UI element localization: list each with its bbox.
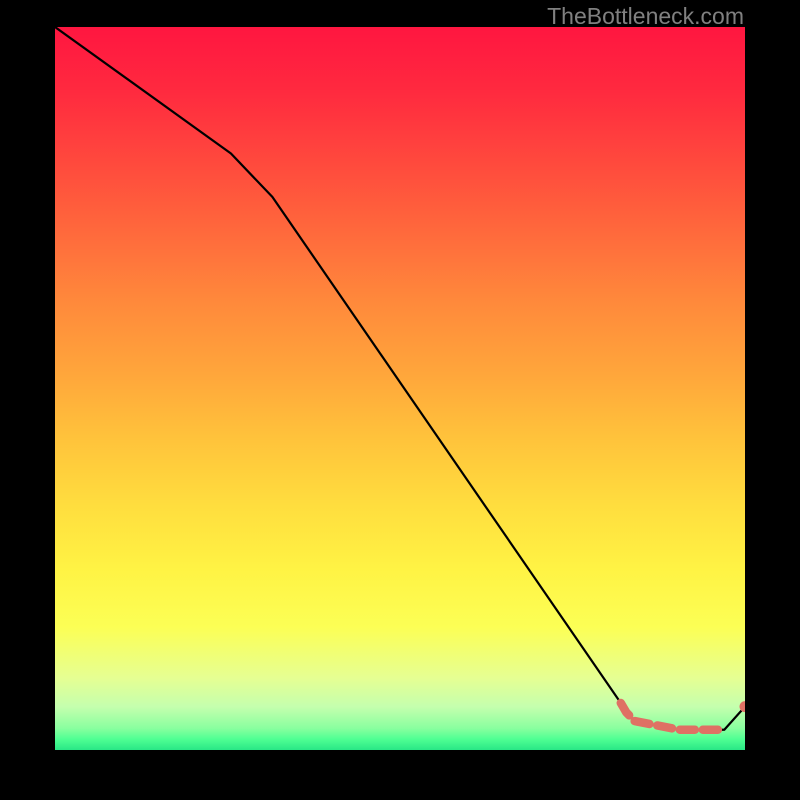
chart-lines bbox=[55, 27, 745, 750]
watermark-text: TheBottleneck.com bbox=[547, 3, 744, 30]
highlight-path bbox=[621, 703, 725, 730]
main-line bbox=[55, 27, 745, 730]
plot-area bbox=[55, 27, 745, 750]
chart-stage: TheBottleneck.com bbox=[0, 0, 800, 800]
